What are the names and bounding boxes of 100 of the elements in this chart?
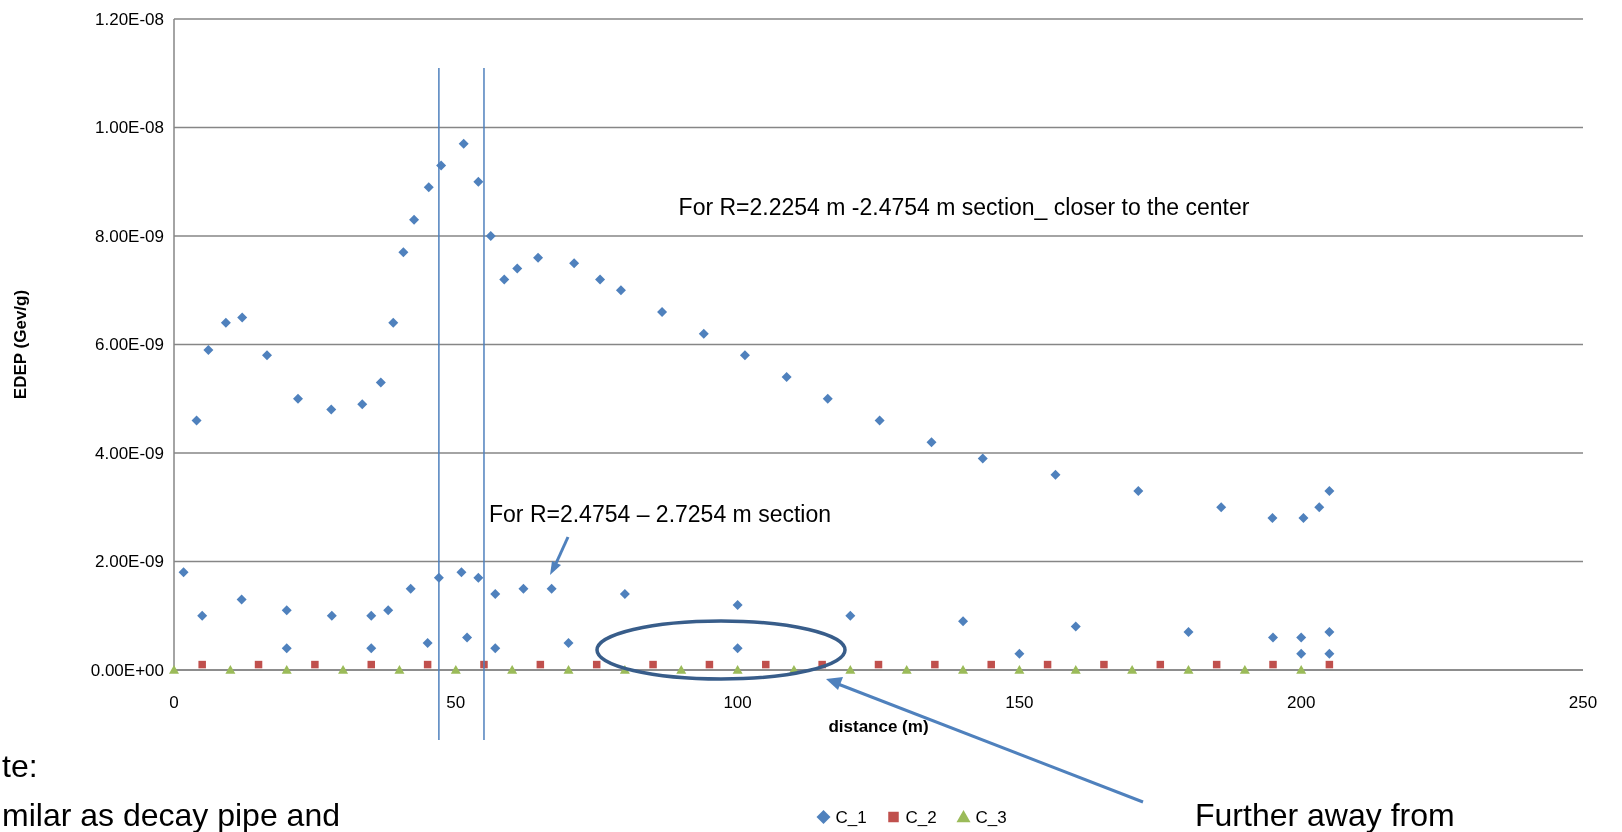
point [178, 567, 189, 578]
point [366, 643, 377, 654]
point [619, 589, 630, 600]
text: te: [2, 748, 38, 784]
point [458, 138, 469, 149]
point [1014, 665, 1025, 674]
annotation: For R=2.2254 m -2.4754 m section_ closer to the center [678, 194, 1250, 220]
point [311, 660, 319, 669]
point [375, 377, 386, 388]
point [546, 583, 557, 594]
point [485, 231, 496, 241]
point [1183, 665, 1194, 674]
point [292, 393, 303, 404]
point [845, 665, 856, 674]
y-tick-label: 1.20E-08 [95, 9, 164, 29]
legend-label: C_3 [975, 807, 1007, 827]
y-tick-label: 0.00E+00 [90, 660, 164, 680]
point [512, 263, 523, 274]
point [1070, 621, 1081, 632]
y-tick-label: 8.00E-09 [95, 226, 164, 246]
point [595, 274, 606, 285]
point [732, 665, 743, 674]
point [977, 453, 988, 464]
point [225, 665, 236, 674]
legend-label: C_1 [835, 807, 867, 827]
point [1183, 627, 1194, 638]
point [261, 350, 272, 361]
y-axis-title: EDEP (Gev/g) [11, 289, 30, 400]
point [563, 637, 574, 648]
point [422, 637, 433, 648]
point [398, 247, 409, 258]
point [1050, 469, 1061, 480]
point [462, 632, 473, 643]
point [1100, 660, 1108, 669]
point [198, 660, 206, 669]
point [1070, 665, 1081, 674]
point [874, 415, 885, 426]
point [1269, 660, 1277, 669]
point [1267, 513, 1278, 524]
point [698, 328, 709, 339]
x-axis-title: distance (m) [828, 717, 929, 736]
point [732, 643, 743, 654]
point [1296, 648, 1307, 659]
point [507, 665, 518, 674]
point [987, 660, 995, 669]
point [1127, 665, 1138, 674]
point [383, 605, 394, 616]
point [926, 437, 937, 448]
point [739, 350, 750, 361]
point [1239, 665, 1250, 674]
x-tick-label: 50 [446, 693, 466, 712]
point [281, 665, 292, 674]
point [490, 643, 501, 654]
point [1296, 632, 1307, 643]
point [490, 589, 501, 600]
point [326, 610, 337, 621]
point [1268, 632, 1279, 643]
point [762, 660, 770, 669]
point [1324, 627, 1335, 638]
point [958, 665, 969, 674]
x-tick-label: 0 [169, 693, 179, 712]
point [450, 665, 461, 674]
point [1296, 665, 1307, 674]
point [338, 665, 349, 674]
point [676, 665, 687, 674]
point [357, 399, 368, 410]
point [220, 317, 231, 328]
point [931, 660, 939, 669]
legend-label: C_2 [905, 807, 937, 827]
point [281, 643, 292, 654]
x-tick-label: 100 [723, 693, 752, 712]
point [649, 660, 657, 669]
point [473, 572, 484, 583]
point [732, 599, 743, 610]
point [615, 285, 626, 296]
point [366, 610, 377, 621]
point [781, 372, 792, 383]
text: Further away from [1195, 797, 1455, 832]
y-tick-label: 1.00E-08 [95, 118, 164, 138]
point [1324, 485, 1335, 496]
point [1298, 513, 1309, 524]
point [281, 605, 292, 616]
point [388, 317, 399, 328]
point [533, 252, 544, 263]
point [203, 344, 214, 355]
point [569, 258, 580, 269]
point [657, 306, 668, 317]
x-tick-label: 150 [1005, 693, 1034, 712]
text: milar as decay pipe and [2, 797, 340, 832]
point [456, 567, 467, 578]
point [169, 665, 179, 674]
point [822, 393, 833, 404]
point [473, 176, 484, 187]
point [1314, 502, 1325, 513]
point [237, 312, 248, 323]
point [394, 665, 405, 674]
y-tick-label: 2.00E-09 [95, 552, 164, 572]
point [1324, 648, 1335, 659]
x-tick-label: 250 [1568, 693, 1598, 712]
point [409, 214, 420, 225]
